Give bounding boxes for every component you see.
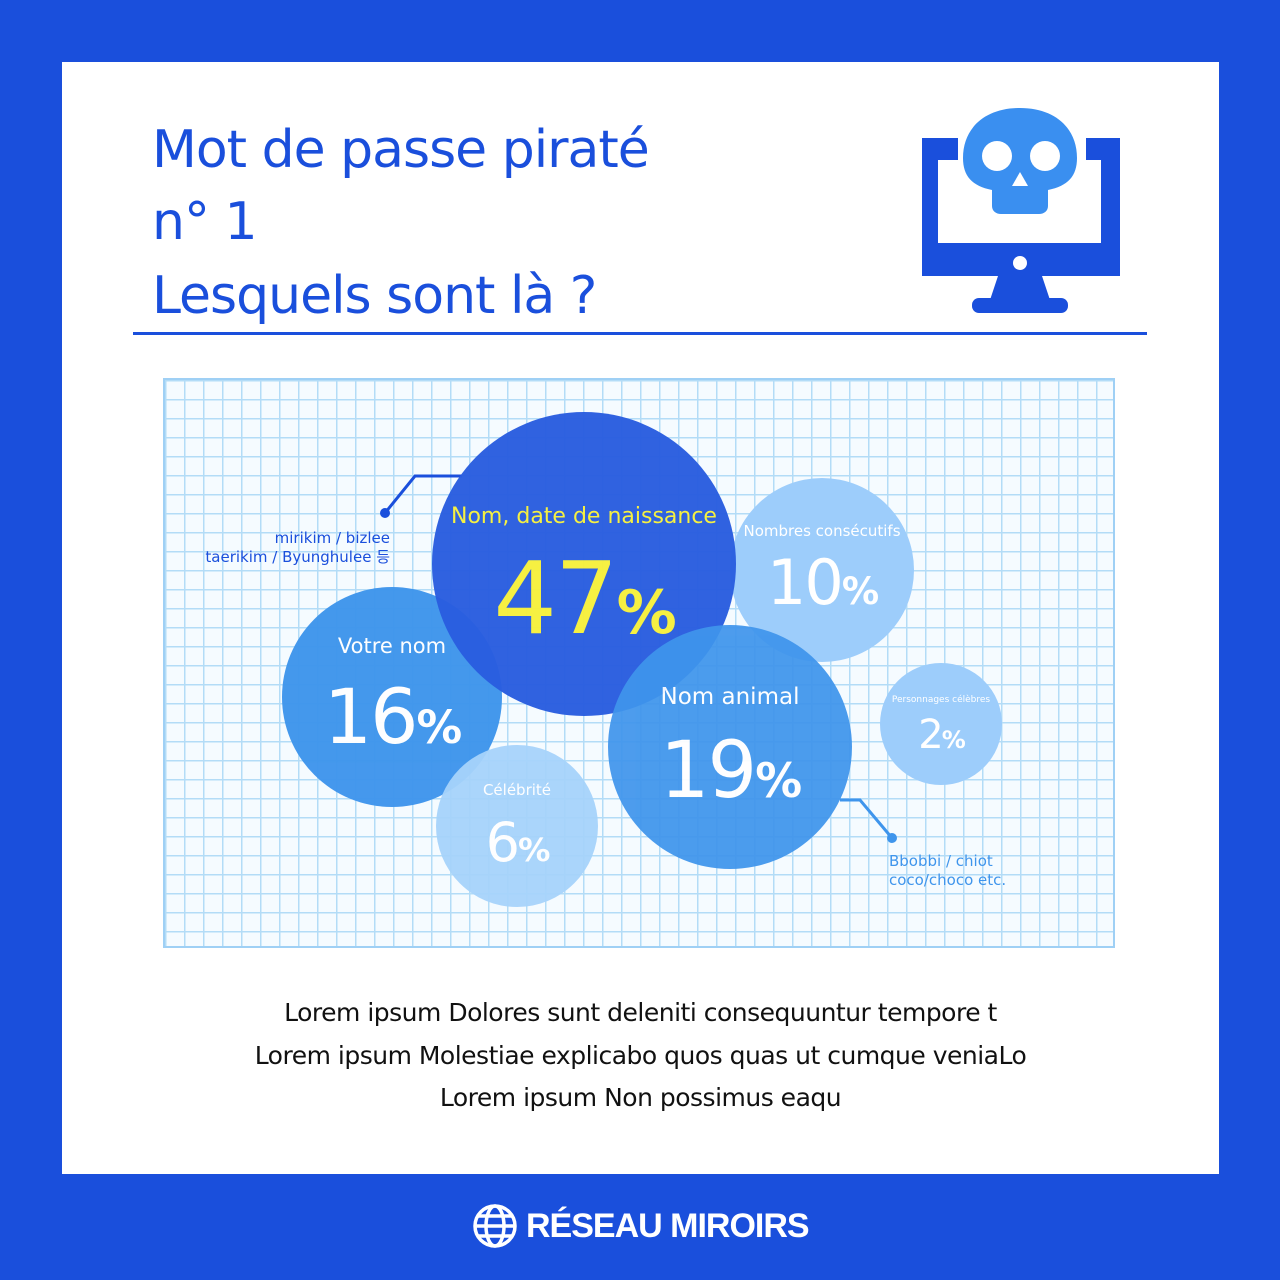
body-text-line-3: Lorem ipsum Non possimus eaqu [439,1083,842,1112]
bubble-label: Votre nom [337,633,447,658]
bubble-value-number: 16 [323,672,419,762]
title-line-3: Lesquels sont là ? [152,266,597,326]
annotation-line: coco/choco etc. [889,871,1007,889]
bubble-value: 16% [282,679,502,755]
bubble-value-number: 6 [485,811,520,875]
globe-icon [473,1204,517,1248]
bubble-value-unit: % [941,726,966,755]
bubble-label: Nombres consécutifs [743,522,901,541]
bubble-value-number: 47 [493,539,618,657]
annotation-line: taerikim / Byunghulee 등 [205,548,390,566]
bubble-value-number: 2 [918,712,943,759]
bubble-value-unit: % [416,701,463,755]
bubble-value-unit: % [616,577,677,648]
bubble-label: Personnages célèbres [891,695,991,706]
callout-dot-name [380,508,390,518]
brand-name: RÉSEAU MIROIRS [526,1206,810,1245]
bubble-label: Nom, date de naissance [451,504,717,530]
title-underline [133,332,1147,335]
annotation-line: Bbobbi / chiot [889,852,993,870]
annotation-line: mirikim / bizlee [274,529,390,547]
annotation-animal-examples: Bbobbi / chiot coco/choco etc. [889,852,1006,890]
bubble-label: Célébrité [482,781,552,800]
title-line-2: n° 1 [152,192,258,252]
bubble-47-percent: Nom, date de naissance 47% [432,412,736,716]
bubble-value: 47% [432,548,736,649]
bubble-value: 6% [436,816,598,870]
callout-line-animal [840,798,894,839]
body-text-line-2: Lorem ipsum Molestiae explicabo quos qua… [254,1041,1027,1070]
bubble-19-percent: Nom animal 19% [608,625,852,869]
bubble-value-number: 19 [659,726,757,817]
bubble-value-unit: % [517,831,551,870]
bubble-label: Nom animal [660,684,800,711]
bubble-2-percent: Personnages célèbres 2% [880,663,1002,785]
bubble-value-number: 10 [766,545,844,619]
bubble-value: 19% [608,732,852,810]
bubble-value: 2% [880,715,1002,755]
bubble-value-unit: % [755,755,802,810]
bubble-value-unit: % [841,568,879,613]
callout-dot-animal [887,833,897,843]
body-text-line-1: Lorem ipsum Dolores sunt deleniti conseq… [284,998,997,1027]
callout-line-name [383,474,462,514]
brand-logo: RÉSEAU MIROIRS [472,1203,810,1249]
title-line-1: Mot de passe piraté [152,120,650,180]
bubble-value: 10% [730,551,914,614]
bubble-6-percent: Célébrité 6% [436,745,598,907]
annotation-name-examples: mirikim / bizlee taerikim / Byunghulee 등 [200,529,390,567]
